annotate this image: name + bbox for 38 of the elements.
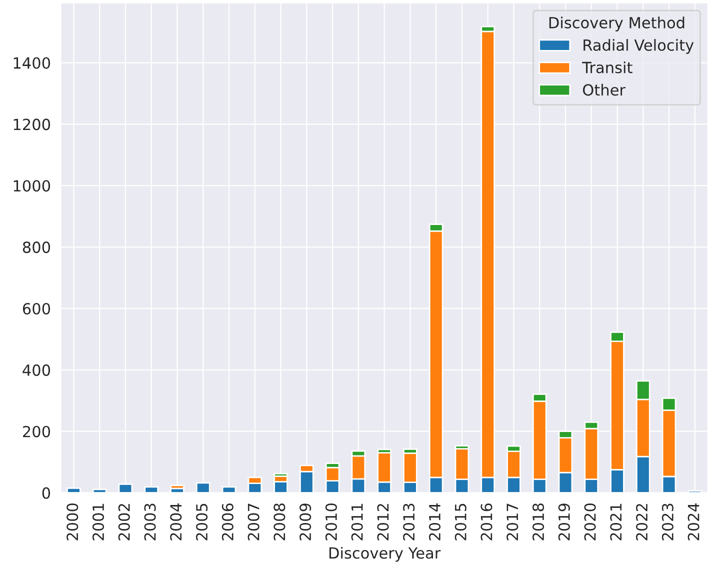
- x-tick-label: 2001: [92, 504, 104, 540]
- y-tick-label: 600: [22, 302, 50, 315]
- legend-label: Transit: [582, 61, 632, 74]
- x-axis-title: Discovery Year: [329, 546, 441, 562]
- x-tick-label: 2010: [325, 504, 337, 540]
- x-tick-label: 2021: [610, 504, 622, 540]
- y-tick-label: 0: [42, 487, 50, 499]
- y-tick-label: 800: [22, 242, 50, 254]
- y-tick-label: 1000: [14, 180, 50, 192]
- x-tick-label: 2023: [662, 504, 674, 540]
- y-tick-label: 200: [23, 426, 50, 438]
- x-tick-label: 2002: [118, 504, 130, 540]
- x-tick-label: 2007: [248, 504, 260, 540]
- x-tick-label: 2019: [558, 504, 570, 540]
- x-tick-label: 2015: [454, 504, 466, 540]
- x-tick-label: 2008: [274, 504, 286, 540]
- x-tick-label: 2012: [377, 504, 389, 540]
- x-tick-label: 2017: [506, 504, 518, 540]
- legend-label: Other: [582, 84, 626, 96]
- y-tick-label: 1200: [14, 118, 50, 130]
- x-tick-label: 2024: [688, 503, 700, 540]
- x-tick-label: 2003: [144, 504, 156, 540]
- x-tick-label: 2014: [428, 503, 441, 540]
- x-tick-label: 2006: [222, 503, 234, 540]
- legend-label: Radial Velocity: [584, 39, 694, 54]
- x-tick-label: 2022: [636, 504, 648, 540]
- x-tick-label: 2000: [66, 504, 78, 540]
- legend-title: Discovery Method: [549, 16, 684, 32]
- x-tick-label: 2016: [480, 503, 492, 540]
- x-tick-label: 2009: [300, 504, 312, 540]
- x-tick-label: 2011: [351, 504, 363, 540]
- x-tick-label: 2005: [196, 504, 208, 540]
- x-tick-label: 2013: [403, 504, 415, 540]
- x-tick-label: 2004: [170, 503, 182, 540]
- y-tick-label: 1400: [14, 57, 50, 69]
- x-tick-label: 2018: [532, 504, 544, 540]
- y-tick-label: 400: [22, 364, 50, 376]
- x-tick-label: 2020: [584, 504, 596, 540]
